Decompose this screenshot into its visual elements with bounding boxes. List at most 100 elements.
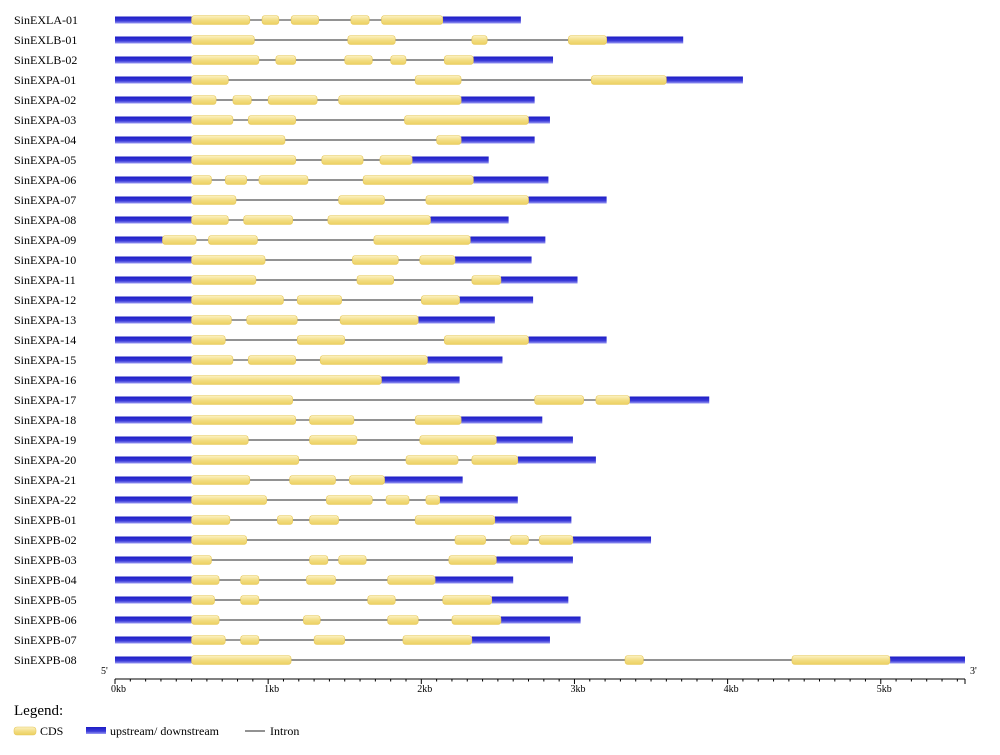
cds-exon <box>191 355 234 365</box>
gene-label: SinEXPA-17 <box>14 393 76 407</box>
legend-intron-label: Intron <box>270 724 299 738</box>
cds-exon <box>306 575 336 585</box>
gene-label: SinEXPA-07 <box>14 193 76 207</box>
utr-segment <box>439 496 518 504</box>
gene-row: SinEXPA-11 <box>14 273 578 287</box>
cds-exon <box>454 535 486 545</box>
gene-row: SinEXPA-14 <box>14 333 607 347</box>
utr-segment <box>115 216 192 224</box>
cds-exon <box>443 55 474 65</box>
cds-exon <box>352 255 399 265</box>
utr-segment <box>572 536 652 544</box>
utr-segment <box>115 316 192 324</box>
utr-segment <box>115 376 192 384</box>
utr-segment <box>115 576 192 584</box>
utr-segment <box>115 56 192 64</box>
gene-row: SinEXPA-02 <box>14 93 535 107</box>
cds-exon <box>350 15 370 25</box>
gene-row: SinEXPB-05 <box>14 593 569 607</box>
gene-row: SinEXPB-06 <box>14 613 581 627</box>
utr-segment <box>494 516 572 524</box>
gene-label: SinEXPA-06 <box>14 173 76 187</box>
gene-label: SinEXPA-12 <box>14 293 76 307</box>
utr-segment <box>500 616 581 624</box>
cds-exon <box>258 175 309 185</box>
gene-row: SinEXPA-07 <box>14 193 607 207</box>
gene-label: SinEXPB-06 <box>14 613 77 627</box>
cds-exon <box>379 155 413 165</box>
gene-label: SinEXPA-22 <box>14 493 76 507</box>
utr-segment <box>384 476 463 484</box>
gene-row: SinEXPA-05 <box>14 153 489 167</box>
gene-row: SinEXPA-15 <box>14 353 503 367</box>
axis-tick-label: 3kb <box>570 684 585 695</box>
cds-exon <box>191 475 251 485</box>
gene-row: SinEXPB-01 <box>14 513 572 527</box>
cds-exon <box>421 295 460 305</box>
utr-segment <box>115 276 192 284</box>
cds-exon <box>290 15 319 25</box>
utr-segment <box>461 136 535 144</box>
utr-segment <box>115 396 192 404</box>
utr-segment <box>115 236 163 244</box>
utr-segment <box>461 416 543 424</box>
gene-row: SinEXPA-01 <box>14 73 743 87</box>
gene-label: SinEXPB-07 <box>14 633 77 647</box>
cds-exon <box>191 575 220 585</box>
cds-exon <box>349 475 385 485</box>
utr-segment <box>528 336 607 344</box>
cds-exon <box>191 615 220 625</box>
cds-exon <box>191 455 300 465</box>
cds-exon <box>534 395 584 405</box>
cds-exon <box>338 95 462 105</box>
utr-segment <box>115 356 192 364</box>
cds-exon <box>191 435 249 445</box>
cds-exon <box>191 75 229 85</box>
cds-exon <box>404 115 529 125</box>
x-axis: 0kb 1kb 2kb 3kb 4kb 5kb 5' 3' <box>101 666 977 695</box>
utr-segment <box>115 156 192 164</box>
cds-exon <box>243 215 293 225</box>
gene-row: SinEXPA-19 <box>14 433 573 447</box>
cds-exon <box>247 355 297 365</box>
gene-label: SinEXPA-14 <box>14 333 76 347</box>
cds-exon <box>162 235 197 245</box>
utr-segment <box>455 256 532 264</box>
cds-exon <box>362 175 474 185</box>
cds-exon <box>390 55 407 65</box>
cds-exon <box>303 615 321 625</box>
gene-label: SinEXPA-10 <box>14 253 76 267</box>
gene-label: SinEXPA-15 <box>14 353 76 367</box>
utr-segment <box>115 296 192 304</box>
gene-label: SinEXLB-02 <box>14 53 77 67</box>
legend-utr-swatch <box>86 727 106 734</box>
cds-exon <box>232 95 252 105</box>
gene-row: SinEXPA-09 <box>14 233 546 247</box>
cds-exon <box>568 35 607 45</box>
utr-segment <box>115 536 192 544</box>
cds-exon <box>309 435 358 445</box>
cds-exon <box>419 255 456 265</box>
legend-utr-label: upstream/ downstream <box>110 724 220 738</box>
utr-segment <box>470 236 546 244</box>
three-prime-label: 3' <box>970 666 977 677</box>
utr-segment <box>496 556 573 564</box>
utr-segment <box>666 76 743 84</box>
gene-label: SinEXPA-03 <box>14 113 76 127</box>
utr-segment <box>115 336 192 344</box>
gene-row: SinEXPA-06 <box>14 173 549 187</box>
gene-row: SinEXPB-08 <box>14 653 965 667</box>
gene-row: SinEXLB-01 <box>14 33 684 47</box>
cds-exon <box>246 315 298 325</box>
gene-label: SinEXPA-21 <box>14 473 76 487</box>
cds-exon <box>385 495 410 505</box>
cds-exon <box>471 275 502 285</box>
utr-segment <box>528 196 607 204</box>
cds-exon <box>338 195 385 205</box>
gene-label: SinEXPA-02 <box>14 93 76 107</box>
gene-row: SinEXPA-13 <box>14 313 495 327</box>
utr-segment <box>115 516 192 524</box>
utr-segment <box>115 16 192 24</box>
cds-exon <box>387 575 436 585</box>
cds-exon <box>289 475 336 485</box>
